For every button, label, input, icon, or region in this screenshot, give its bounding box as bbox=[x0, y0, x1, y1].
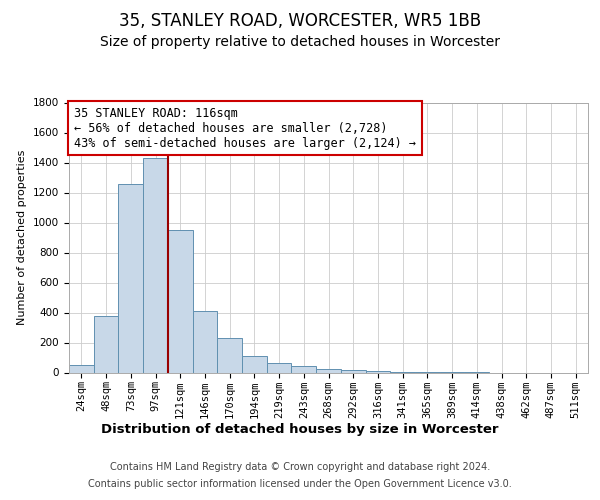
Bar bbox=[168, 230, 193, 372]
Bar bbox=[69, 365, 94, 372]
Bar bbox=[118, 184, 143, 372]
Bar bbox=[316, 369, 341, 372]
Text: Size of property relative to detached houses in Worcester: Size of property relative to detached ho… bbox=[100, 35, 500, 49]
Text: 35, STANLEY ROAD, WORCESTER, WR5 1BB: 35, STANLEY ROAD, WORCESTER, WR5 1BB bbox=[119, 12, 481, 30]
Bar bbox=[242, 356, 267, 372]
Bar bbox=[143, 158, 168, 372]
Text: 35 STANLEY ROAD: 116sqm
← 56% of detached houses are smaller (2,728)
43% of semi: 35 STANLEY ROAD: 116sqm ← 56% of detache… bbox=[74, 106, 416, 150]
Bar bbox=[217, 338, 242, 372]
Text: Contains HM Land Registry data © Crown copyright and database right 2024.: Contains HM Land Registry data © Crown c… bbox=[110, 462, 490, 472]
Bar bbox=[292, 366, 316, 372]
Bar bbox=[267, 363, 292, 372]
Text: Contains public sector information licensed under the Open Government Licence v3: Contains public sector information licen… bbox=[88, 479, 512, 489]
Bar bbox=[94, 316, 118, 372]
Text: Distribution of detached houses by size in Worcester: Distribution of detached houses by size … bbox=[101, 422, 499, 436]
Bar bbox=[193, 311, 217, 372]
Y-axis label: Number of detached properties: Number of detached properties bbox=[17, 150, 28, 325]
Bar bbox=[341, 370, 365, 372]
